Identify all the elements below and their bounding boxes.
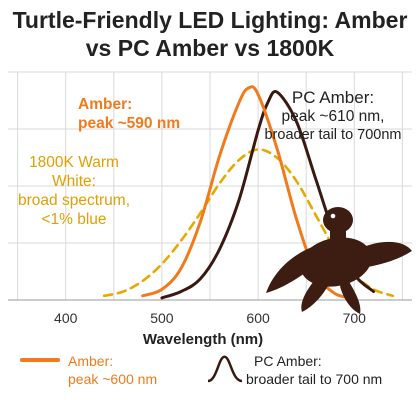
annotation-warm-white: 1800K Warm White: broad spectrum, <1% bl… [6, 153, 142, 229]
x-tick-label: 600 [246, 310, 270, 326]
annotation-pc-line-3: broader tail to 700nm [264, 127, 402, 143]
sea-turtle-icon [266, 207, 412, 314]
chart-title-line-2: vs PC Amber vs 1800K [85, 35, 335, 61]
x-tick-label: 400 [54, 310, 78, 326]
x-tick-label: 500 [150, 310, 174, 326]
annotation-amber: Amber: peak ~590 nm [78, 95, 180, 133]
annotation-pc-amber: PC Amber: peak ~610 nm, broader tail to … [252, 88, 414, 145]
legend-pc-amber: PC Amber: broader tail to 700 nm [246, 352, 382, 388]
annotation-warm-line-1: 1800K Warm [29, 154, 119, 171]
legend-amber: Amber: peak ~600 nm [68, 352, 157, 388]
annotation-amber-line-2: peak ~590 nm [78, 115, 181, 132]
legend-amber-line-2: peak ~600 nm [68, 371, 158, 387]
legend-pc-line-2: broader tail to 700 nm [246, 371, 383, 387]
x-tick-labels: 400 500 600 700 [54, 310, 366, 326]
annotation-amber-line-1: Amber: [78, 96, 133, 113]
peak-curve-icon [207, 355, 243, 383]
x-axis-label: Wavelength (nm) [143, 331, 263, 348]
annotation-warm-line-2: White: [52, 173, 96, 190]
legend-pc-line-1: PC Amber: [254, 353, 322, 369]
legend-amber-line-1: Amber: [68, 353, 114, 369]
annotation-pc-line-1: PC Amber: [291, 88, 375, 107]
annotation-pc-line-2: peak ~610 nm, [281, 108, 385, 125]
chart-title: Turtle-Friendly LED Lighting: Amber vs P… [0, 6, 420, 62]
chart-title-line-1: Turtle-Friendly LED Lighting: Amber [12, 7, 408, 33]
annotation-warm-line-4: <1% blue [41, 211, 107, 228]
annotation-warm-line-3: broad spectrum, [18, 192, 130, 209]
x-tick-label: 700 [343, 310, 367, 326]
